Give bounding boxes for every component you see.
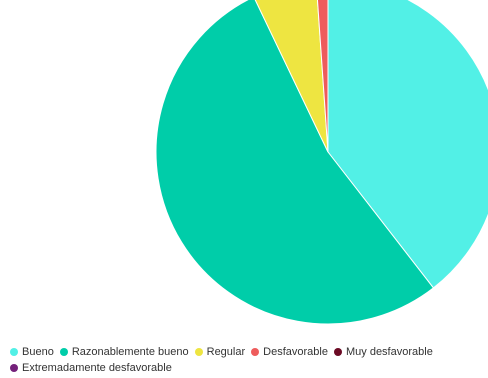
legend-item-razonablemente-bueno[interactable]: Razonablemente bueno xyxy=(59,344,189,360)
legend-label: Bueno xyxy=(22,346,54,358)
pie-slice-razonablemente-bueno[interactable] xyxy=(155,0,435,325)
legend-label: Muy desfavorable xyxy=(345,346,433,358)
legend-item-extremadamente-desfavorable[interactable]: Extremadamente desfavorable xyxy=(10,360,172,376)
legend-marker xyxy=(59,348,68,356)
legend-label: Desfavorable xyxy=(263,346,328,358)
legend-marker xyxy=(194,348,203,356)
legend-marker xyxy=(10,364,18,372)
pie-slice-desfavorable[interactable] xyxy=(316,0,329,153)
legend-row-1: Bueno Razonablemente bueno Regular Desfavor… xyxy=(10,344,488,360)
pie-slice-regular[interactable] xyxy=(254,0,329,153)
legend-item-regular[interactable]: Regular xyxy=(194,344,246,360)
legend-item-muy-desfavorable[interactable]: Muy desfavorable xyxy=(333,344,433,360)
legend-marker xyxy=(251,348,260,356)
legend-label: Razonablemente bueno xyxy=(71,346,189,358)
legend: Bueno Razonablemente bueno Regular Desfavor… xyxy=(10,344,488,376)
legend-row-2: Extremadamente desfavorable xyxy=(10,360,488,376)
legend-marker xyxy=(333,348,342,356)
legend-marker xyxy=(10,348,18,356)
legend-label: Extremadamente desfavorable xyxy=(22,362,172,374)
legend-label: Regular xyxy=(206,346,246,358)
legend-item-desfavorable[interactable]: Desfavorable xyxy=(251,344,328,360)
legend-item-bueno[interactable]: Bueno xyxy=(10,344,54,360)
pie-slice-bueno[interactable] xyxy=(327,0,488,289)
